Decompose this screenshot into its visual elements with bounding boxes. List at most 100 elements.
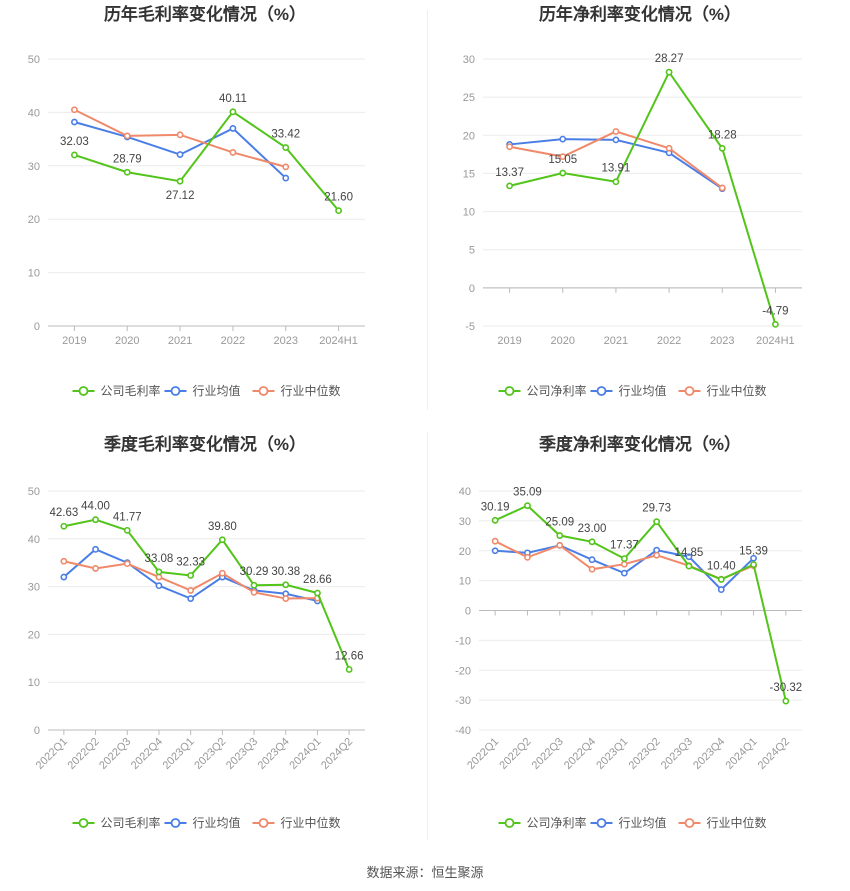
data-point bbox=[60, 522, 68, 530]
data-point bbox=[187, 572, 195, 579]
annual-net-margin-chart: 历年净利率变化情况（%） -5 0 5 10 15 20 25 30 2019 2020 2021 20… bbox=[463, 4, 802, 398]
legend-label: 公司毛利率 bbox=[101, 815, 161, 830]
data-label: 30.29 bbox=[240, 566, 269, 578]
x-tick-label: 2022Q4 bbox=[129, 736, 165, 772]
series-line-0 bbox=[494, 504, 787, 702]
legend-swatch-marker bbox=[258, 818, 269, 828]
panel-divider-bottom bbox=[427, 432, 428, 840]
chart-title: 季度毛利率变化情况（%） bbox=[104, 434, 306, 454]
y-tick-label: 20 bbox=[28, 214, 40, 226]
data-point bbox=[556, 532, 564, 539]
x-tick-label: 2022Q4 bbox=[562, 736, 598, 772]
x-tick-label: 2020 bbox=[115, 335, 139, 347]
data-point bbox=[612, 128, 620, 135]
x-tick-label: 2022Q1 bbox=[465, 736, 501, 772]
data-point bbox=[71, 118, 78, 126]
data-point bbox=[345, 666, 353, 673]
data-label: 21.60 bbox=[324, 192, 353, 204]
data-label: 15.39 bbox=[739, 546, 768, 558]
x-tick-label: 2022Q3 bbox=[530, 736, 566, 772]
data-point bbox=[491, 537, 499, 545]
data-point bbox=[282, 595, 290, 602]
legend-label: 行业均值 bbox=[619, 383, 667, 398]
x-tick-label: 2024Q1 bbox=[287, 736, 323, 772]
y-tick-label: 0 bbox=[34, 725, 40, 737]
data-label: 33.08 bbox=[145, 553, 174, 565]
legend-swatch-marker bbox=[258, 386, 269, 396]
x-tick-label: 2024H1 bbox=[319, 335, 358, 347]
data-label: 12.66 bbox=[335, 650, 364, 662]
data-point bbox=[559, 153, 567, 161]
x-tick-label: 2019 bbox=[497, 335, 521, 347]
x-tick-label: 2021 bbox=[168, 335, 192, 347]
legend-swatch-marker bbox=[78, 818, 89, 828]
data-label: 15.05 bbox=[548, 154, 577, 166]
y-tick-label: 10 bbox=[28, 268, 40, 280]
y-tick-label: 5 bbox=[469, 245, 475, 257]
data-point bbox=[718, 184, 726, 192]
data-point bbox=[685, 553, 693, 561]
data-point bbox=[176, 151, 184, 158]
x-tick-label: 2022Q3 bbox=[97, 736, 133, 772]
data-label: 32.03 bbox=[60, 136, 89, 148]
chart-title: 季度净利率变化情况（%） bbox=[539, 434, 741, 454]
data-point bbox=[60, 557, 68, 565]
x-tick-label: 2022 bbox=[657, 335, 681, 347]
data-point bbox=[218, 569, 226, 577]
data-point bbox=[250, 588, 258, 596]
y-tick-label: 50 bbox=[28, 486, 40, 498]
data-point bbox=[250, 581, 258, 589]
data-point bbox=[282, 144, 290, 151]
chart-title: 历年毛利率变化情况（%） bbox=[104, 4, 306, 24]
data-point bbox=[506, 143, 513, 151]
x-tick-label: 2021 bbox=[604, 335, 628, 347]
data-point bbox=[782, 697, 790, 705]
legend-label: 公司毛利率 bbox=[101, 383, 161, 398]
data-point bbox=[665, 68, 673, 76]
chart-title: 历年净利率变化情况（%） bbox=[539, 4, 741, 24]
y-tick-label: 50 bbox=[28, 54, 40, 66]
data-point bbox=[524, 553, 531, 561]
legend-label: 行业均值 bbox=[619, 815, 667, 830]
data-point bbox=[218, 536, 226, 544]
y-tick-label: -20 bbox=[455, 665, 471, 677]
y-tick-label: 0 bbox=[34, 321, 40, 333]
data-point bbox=[123, 560, 131, 568]
data-point bbox=[620, 555, 628, 563]
data-point bbox=[176, 131, 184, 139]
data-label: 44.00 bbox=[81, 501, 110, 513]
y-tick-label: 40 bbox=[28, 107, 40, 119]
x-tick-label: 2023 bbox=[710, 335, 734, 347]
legend-swatch-marker bbox=[170, 818, 181, 828]
data-label: 18.28 bbox=[708, 129, 737, 141]
x-tick-label: 2024Q2 bbox=[756, 736, 792, 772]
x-tick-label: 2023Q4 bbox=[256, 736, 292, 772]
y-tick-label: -40 bbox=[455, 725, 471, 737]
data-label: 17.37 bbox=[610, 540, 639, 552]
data-label: 42.63 bbox=[49, 507, 78, 519]
data-point bbox=[717, 586, 725, 593]
data-label: 13.37 bbox=[495, 167, 524, 179]
series-line-1 bbox=[74, 121, 287, 179]
legend-swatch-marker bbox=[684, 386, 695, 396]
panel-divider-top bbox=[427, 10, 428, 410]
data-point bbox=[772, 320, 779, 328]
y-tick-label: 0 bbox=[465, 606, 471, 618]
x-tick-label: 2022Q2 bbox=[497, 736, 533, 772]
x-tick-label: 2020 bbox=[551, 335, 575, 347]
x-tick-label: 2023Q4 bbox=[691, 736, 727, 772]
data-point bbox=[750, 554, 757, 562]
data-point bbox=[559, 169, 567, 177]
legend-swatch-marker bbox=[170, 386, 181, 396]
legend-swatch-marker bbox=[596, 386, 607, 396]
x-tick-label: 2024Q2 bbox=[319, 736, 355, 772]
data-point bbox=[506, 182, 513, 190]
x-tick-label: 2023Q1 bbox=[594, 736, 630, 772]
series-line-0 bbox=[63, 518, 351, 670]
x-tick-label: 2024Q1 bbox=[723, 736, 759, 772]
data-point bbox=[123, 526, 131, 534]
data-label: 27.12 bbox=[166, 190, 195, 202]
data-point bbox=[282, 163, 290, 171]
y-tick-label: 30 bbox=[463, 54, 475, 66]
series-line-0 bbox=[74, 110, 340, 212]
